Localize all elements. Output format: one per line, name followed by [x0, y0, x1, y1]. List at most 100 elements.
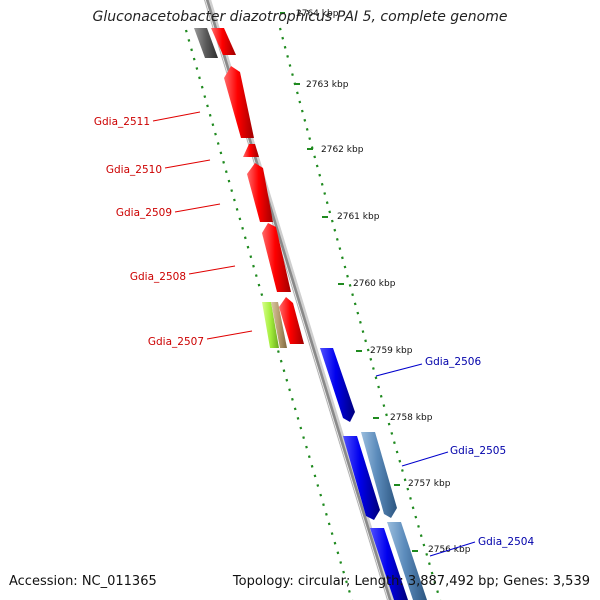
axis-dash	[254, 274, 258, 277]
axis-dash	[333, 541, 337, 545]
axis-dash	[257, 283, 261, 287]
axis-dash	[323, 192, 327, 195]
gene-name: Gdia_2510	[106, 164, 162, 176]
axis-dash	[428, 562, 431, 566]
scale-tick: 2763 kbp	[294, 80, 349, 90]
axis-dash	[393, 441, 396, 445]
axis-dash	[333, 228, 337, 232]
gene-arrow-partial[interactable]	[211, 28, 236, 55]
gene-label-gdia-2509[interactable]: Gdia_2509	[116, 203, 221, 219]
axis-dash	[195, 67, 199, 70]
axis-dash	[422, 543, 426, 547]
feature-arrow-gdia-2505[interactable]	[361, 432, 397, 518]
tick-label: 2761 kbp	[337, 212, 380, 222]
gene-label-gdia-2508[interactable]: Gdia_2508	[130, 265, 236, 283]
axis-dash	[230, 189, 234, 192]
axis-dash	[233, 198, 236, 202]
inner-dotted-axis	[278, 27, 442, 600]
gene-arrow-gdia-2506[interactable]	[320, 348, 355, 422]
gene-label-gdia-2507[interactable]: Gdia_2507	[148, 330, 253, 348]
axis-dash	[243, 236, 247, 240]
axis-dash	[249, 255, 253, 259]
axis-dash	[298, 100, 302, 104]
gene-label-gdia-2505[interactable]: Gdia_2505	[401, 445, 506, 467]
scale-tick: 2757 kbp	[394, 479, 451, 489]
genome-title: Gluconacetobacter diazotrophicus PAI 5, …	[92, 9, 508, 25]
axis-dash	[238, 217, 242, 221]
axis-dash	[430, 571, 434, 575]
axis-dash	[385, 413, 388, 417]
axis-dash	[219, 151, 223, 155]
axis-dash	[341, 256, 344, 260]
axis-dash	[348, 590, 351, 593]
gene-name: Gdia_2511	[94, 116, 150, 128]
axis-dash	[320, 182, 324, 186]
gene-arrow-gdia-2508[interactable]	[262, 223, 291, 292]
axis-dash	[192, 57, 196, 61]
axis-dash	[382, 404, 386, 407]
axis-dash	[246, 245, 250, 249]
axis-dash	[351, 293, 354, 297]
axis-dash	[211, 123, 215, 127]
outer-dotted-axis	[184, 29, 354, 600]
axis-dash	[313, 155, 317, 159]
axis-dash	[409, 497, 412, 500]
scale-tick: 2761 kbp	[322, 212, 380, 222]
gene-arrow-gdia-2511[interactable]	[224, 66, 254, 138]
axis-dash	[200, 85, 204, 89]
scale-tick: 2764 kbp	[280, 9, 339, 19]
scale-tick: 2758 kbp	[373, 413, 433, 423]
axis-dash	[315, 164, 319, 168]
axis-dash	[241, 226, 244, 230]
axis-dash	[417, 525, 420, 528]
highlight-feature-bar[interactable]	[271, 302, 287, 348]
axis-dash	[328, 210, 332, 214]
axis-dash	[325, 512, 328, 516]
gene-name: Gdia_2508	[130, 271, 186, 283]
gene-label-gdia-2504[interactable]: Gdia_2504	[429, 536, 534, 557]
axis-dash	[395, 450, 399, 454]
axis-dash	[288, 64, 292, 67]
forward-strand-genes	[320, 348, 427, 600]
axis-dash	[313, 474, 317, 478]
gene-arrow-gdia-2510[interactable]	[243, 144, 259, 157]
axis-dash	[343, 265, 347, 269]
scale-tick: 2759 kbp	[356, 346, 413, 356]
axis-dash	[401, 469, 404, 472]
axis-dash	[278, 27, 282, 31]
gene-arrow-gdia-2504[interactable]	[370, 528, 408, 600]
axis-dash	[348, 284, 352, 287]
axis-dash	[299, 426, 303, 430]
axis-dash	[224, 170, 228, 174]
axis-dash	[345, 580, 348, 584]
axis-dash	[372, 367, 375, 370]
highlight-gene-bar[interactable]	[262, 302, 279, 348]
axis-dash	[227, 179, 231, 183]
axis-dash	[325, 201, 329, 205]
axis-dash	[216, 142, 220, 145]
grey-gene-arrow[interactable]	[194, 28, 218, 58]
accession-text: Accession: NC_011365	[9, 574, 157, 589]
axis-dash	[369, 357, 373, 361]
axis-dash	[327, 522, 331, 526]
axis-dash	[377, 385, 380, 389]
axis-dash	[184, 29, 188, 33]
axis-dash	[308, 137, 312, 140]
gene-arrow-gdia-2507[interactable]	[279, 297, 304, 344]
axis-dash	[436, 590, 439, 594]
axis-dash	[406, 487, 410, 491]
gene-arrow-gdia-2505[interactable]	[343, 436, 380, 520]
gene-label-gdia-2506[interactable]: Gdia_2506	[375, 356, 481, 377]
axis-dash	[198, 76, 201, 80]
axis-dash	[356, 311, 360, 315]
gene-label-gdia-2510[interactable]: Gdia_2510	[106, 159, 211, 176]
axis-dash	[419, 534, 423, 538]
gene-name: Gdia_2509	[116, 207, 172, 219]
gene-label-gdia-2511[interactable]: Gdia_2511	[94, 111, 201, 128]
feature-arrow-gdia-2504[interactable]	[387, 522, 427, 600]
gene-name: Gdia_2507	[148, 336, 204, 348]
axis-dash	[403, 478, 407, 482]
gene-arrow-gdia-2509[interactable]	[247, 163, 273, 222]
scale-tick: 2760 kbp	[338, 279, 396, 289]
